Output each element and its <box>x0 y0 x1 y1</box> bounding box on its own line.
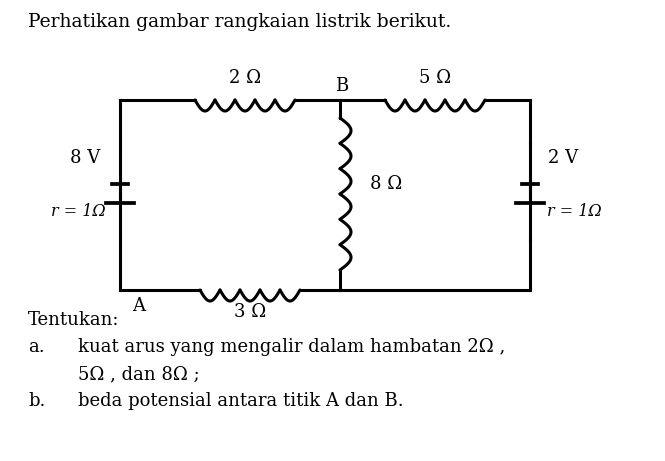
Text: 5 Ω: 5 Ω <box>419 69 451 87</box>
Text: A: A <box>132 297 145 315</box>
Text: Perhatikan gambar rangkaian listrik berikut.: Perhatikan gambar rangkaian listrik beri… <box>28 13 452 31</box>
Text: b.: b. <box>28 392 45 410</box>
Text: a.: a. <box>28 338 45 356</box>
Text: B: B <box>335 77 348 95</box>
Text: 8 V: 8 V <box>70 149 100 167</box>
Text: kuat arus yang mengalir dalam hambatan 2Ω ,: kuat arus yang mengalir dalam hambatan 2… <box>78 338 505 356</box>
Text: 3 Ω: 3 Ω <box>234 303 266 321</box>
Text: 2 Ω: 2 Ω <box>229 69 261 87</box>
Text: 8 Ω: 8 Ω <box>370 175 402 193</box>
Text: 5Ω , dan 8Ω ;: 5Ω , dan 8Ω ; <box>78 365 200 383</box>
Text: r = 1Ω: r = 1Ω <box>547 202 601 219</box>
Text: r = 1Ω: r = 1Ω <box>51 202 105 219</box>
Text: 2 V: 2 V <box>548 149 578 167</box>
Text: Tentukan:: Tentukan: <box>28 311 120 329</box>
Text: beda potensial antara titik A dan B.: beda potensial antara titik A dan B. <box>78 392 404 410</box>
